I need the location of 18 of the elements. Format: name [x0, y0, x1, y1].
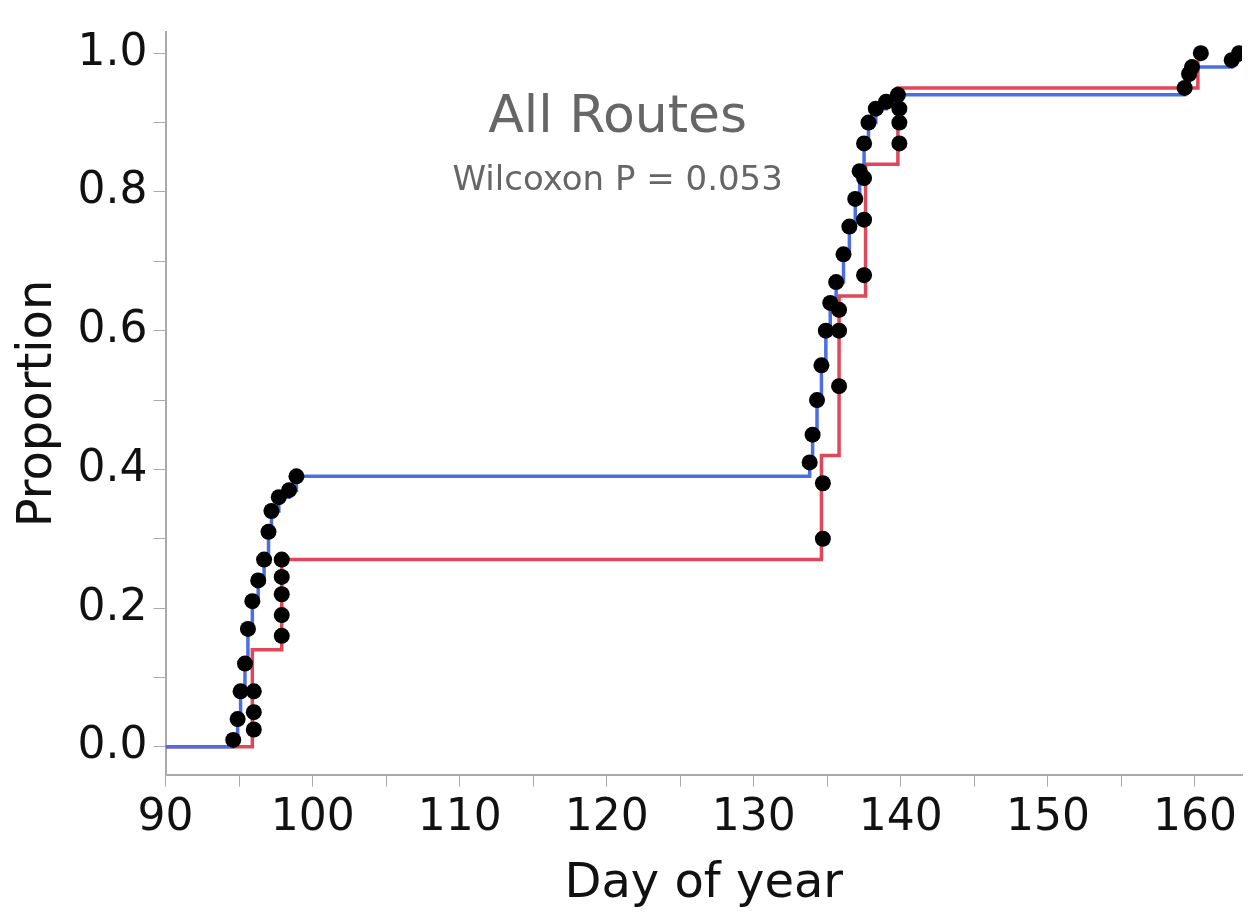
x-tick-label: 90 — [137, 789, 194, 841]
y-tick-label: 0.8 — [77, 162, 148, 214]
x-tick-label: 160 — [1152, 789, 1237, 841]
y-axis-title: Proportion — [6, 279, 63, 528]
x-tick-label: 100 — [270, 789, 355, 841]
x-tick-label: 110 — [417, 789, 502, 841]
x-tick-label: 150 — [1005, 789, 1090, 841]
x-tick-label: 140 — [858, 789, 943, 841]
y-tick-label: 0.4 — [77, 439, 148, 491]
y-tick-label: 0.6 — [77, 301, 148, 353]
y-tick-label: 0.2 — [77, 578, 148, 630]
text: All Routes — [488, 84, 748, 145]
y-tick-label: 0.0 — [77, 717, 148, 769]
text: Wilcoxon P = 0.053 — [452, 158, 783, 199]
x-tick-label: 130 — [711, 789, 796, 841]
x-tick-label: 120 — [564, 789, 649, 841]
x-axis-title: Day of year — [564, 851, 844, 908]
y-tick-label: 1.0 — [77, 23, 148, 75]
